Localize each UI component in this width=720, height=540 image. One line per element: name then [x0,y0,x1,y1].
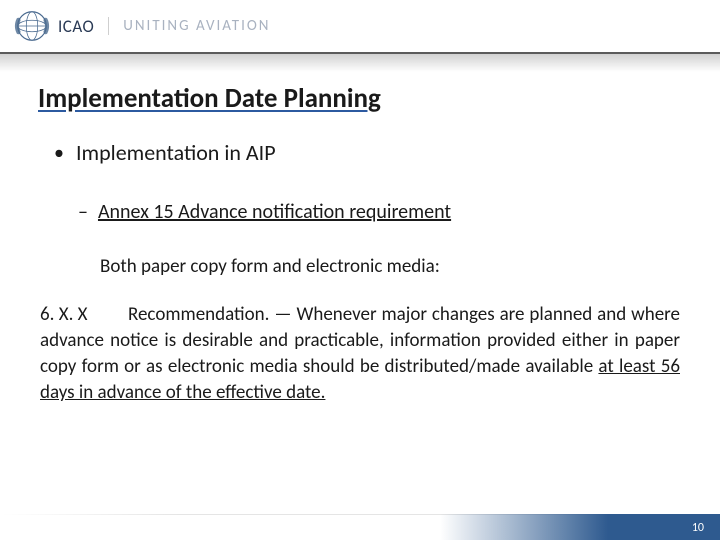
header-shadow [0,54,720,72]
page-number: 10 [692,521,704,535]
icao-logo-icon [12,6,52,46]
slide-title: Implementation Date Planning [38,82,682,115]
bullet-level-2: – Annex 15 Advance notification requirem… [78,199,682,225]
bullet-1-text: Implementation in AIP [76,139,276,167]
paragraph-number: 6. X. X [40,302,128,328]
dash-icon: – [78,199,88,225]
body-intro-line: Both paper copy form and electronic medi… [100,255,682,278]
content-area: Implementation Date Planning • Implement… [0,72,720,406]
bullet-2-text: Annex 15 Advance notification requiremen… [98,199,451,225]
recommendation-paragraph: 6. X. XRecommendation. — Whenever major … [40,302,680,406]
slide: ICAO UNITING AVIATION Implementation Dat… [0,0,720,540]
header-bar: ICAO UNITING AVIATION [0,0,720,54]
logo-text: ICAO [58,16,94,37]
footer-bar [440,514,720,540]
tagline: UNITING AVIATION [108,17,270,35]
paragraph-lead: Recommendation. — [128,303,292,326]
footer: 10 [0,514,720,540]
bullet-level-1: • Implementation in AIP [54,139,682,167]
bullet-dot-icon: • [54,139,64,167]
